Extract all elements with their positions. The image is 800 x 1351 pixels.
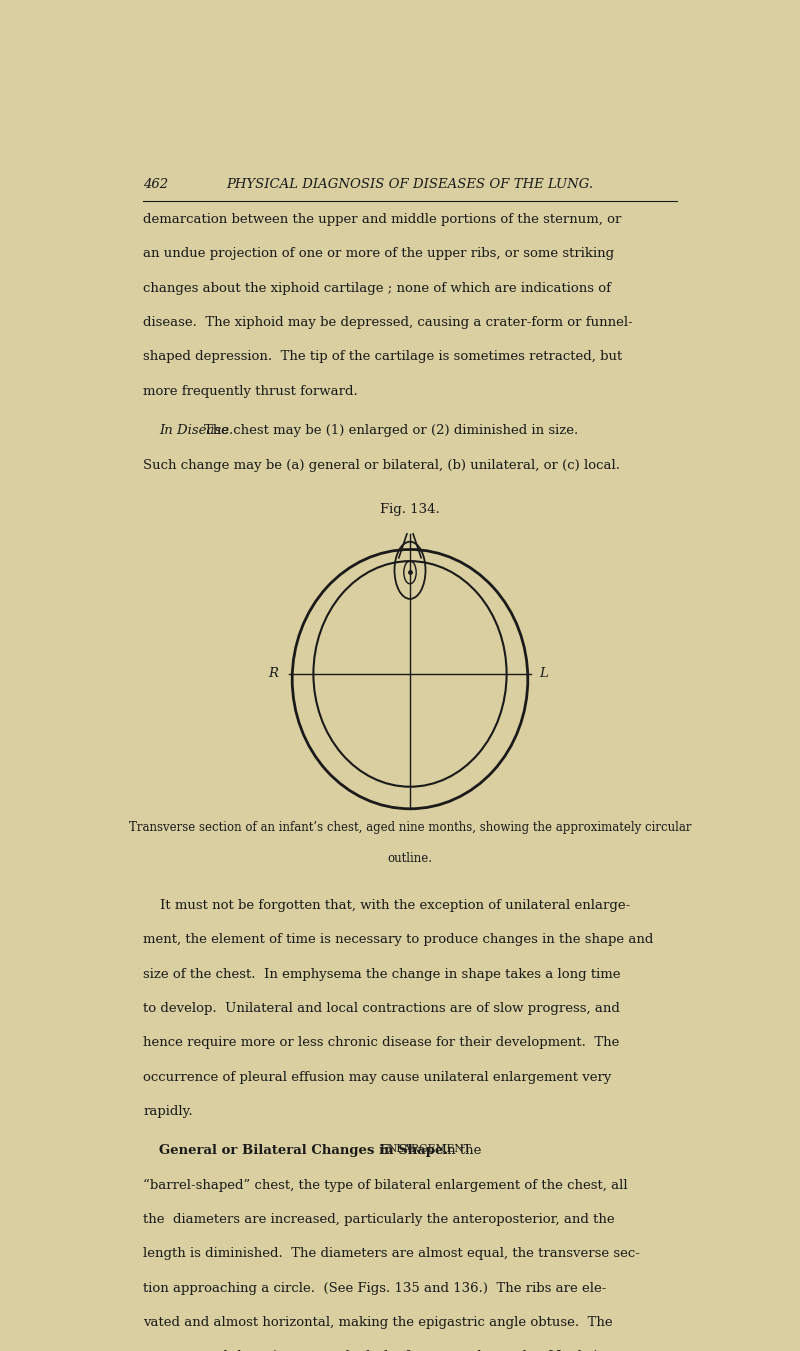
Text: It must not be forgotten that, with the exception of unilateral enlarge-: It must not be forgotten that, with the … <box>143 898 630 912</box>
Text: In Disease.: In Disease. <box>159 424 233 438</box>
Text: rapidly.: rapidly. <box>143 1105 193 1117</box>
Text: to develop.  Unilateral and local contractions are of slow progress, and: to develop. Unilateral and local contrac… <box>143 1002 620 1015</box>
Text: vated and almost horizontal, making the epigastric angle obtuse.  The: vated and almost horizontal, making the … <box>143 1316 613 1329</box>
Text: Such change may be (a) general or bilateral, (b) unilateral, or (c) local.: Such change may be (a) general or bilate… <box>143 458 621 471</box>
Text: The chest may be (1) enlarged or (2) diminished in size.: The chest may be (1) enlarged or (2) dim… <box>204 424 578 438</box>
Text: tion approaching a circle.  (See Figs. 135 and 136.)  The ribs are ele-: tion approaching a circle. (See Figs. 13… <box>143 1282 606 1294</box>
Text: ment, the element of time is necessary to produce changes in the shape and: ment, the element of time is necessary t… <box>143 934 654 946</box>
Text: disease.  The xiphoid may be depressed, causing a crater-form or funnel-: disease. The xiphoid may be depressed, c… <box>143 316 633 330</box>
Text: demarcation between the upper and middle portions of the sternum, or: demarcation between the upper and middle… <box>143 213 622 226</box>
Text: Transverse section of an infant’s chest, aged nine months, showing the approxima: Transverse section of an infant’s chest,… <box>129 821 691 835</box>
Text: NLARGEMENT: NLARGEMENT <box>387 1144 471 1155</box>
Text: E: E <box>380 1144 390 1158</box>
Text: size of the chest.  In emphysema the change in shape takes a long time: size of the chest. In emphysema the chan… <box>143 967 621 981</box>
Text: 462: 462 <box>143 178 169 190</box>
Text: General or Bilateral Changes in Shape.: General or Bilateral Changes in Shape. <box>159 1144 448 1158</box>
Text: more frequently thrust forward.: more frequently thrust forward. <box>143 385 358 397</box>
Text: the  diameters are increased, particularly the anteroposterior, and the: the diameters are increased, particularl… <box>143 1213 615 1227</box>
Text: hence require more or less chronic disease for their development.  The: hence require more or less chronic disea… <box>143 1036 620 1050</box>
Text: L: L <box>539 667 548 681</box>
Text: PHYSICAL DIAGNOSIS OF DISEASES OF THE LUNG.: PHYSICAL DIAGNOSIS OF DISEASES OF THE LU… <box>226 178 594 190</box>
Text: Fig. 134.: Fig. 134. <box>380 504 440 516</box>
Text: length is diminished.  The diameters are almost equal, the transverse sec-: length is diminished. The diameters are … <box>143 1247 640 1260</box>
Text: .  In the: . In the <box>430 1144 482 1158</box>
Text: R: R <box>269 667 278 681</box>
Text: occurrence of pleural effusion may cause unilateral enlargement very: occurrence of pleural effusion may cause… <box>143 1070 612 1084</box>
Text: “barrel-shaped” chest, the type of bilateral enlargement of the chest, all: “barrel-shaped” chest, the type of bilat… <box>143 1179 628 1192</box>
Text: shaped depression.  The tip of the cartilage is sometimes retracted, but: shaped depression. The tip of the cartil… <box>143 350 622 363</box>
Text: an undue projection of one or more of the upper ribs, or some striking: an undue projection of one or more of th… <box>143 247 614 261</box>
Text: outline.: outline. <box>387 852 433 865</box>
Text: changes about the xiphoid cartilage ; none of which are indications of: changes about the xiphoid cartilage ; no… <box>143 282 611 295</box>
